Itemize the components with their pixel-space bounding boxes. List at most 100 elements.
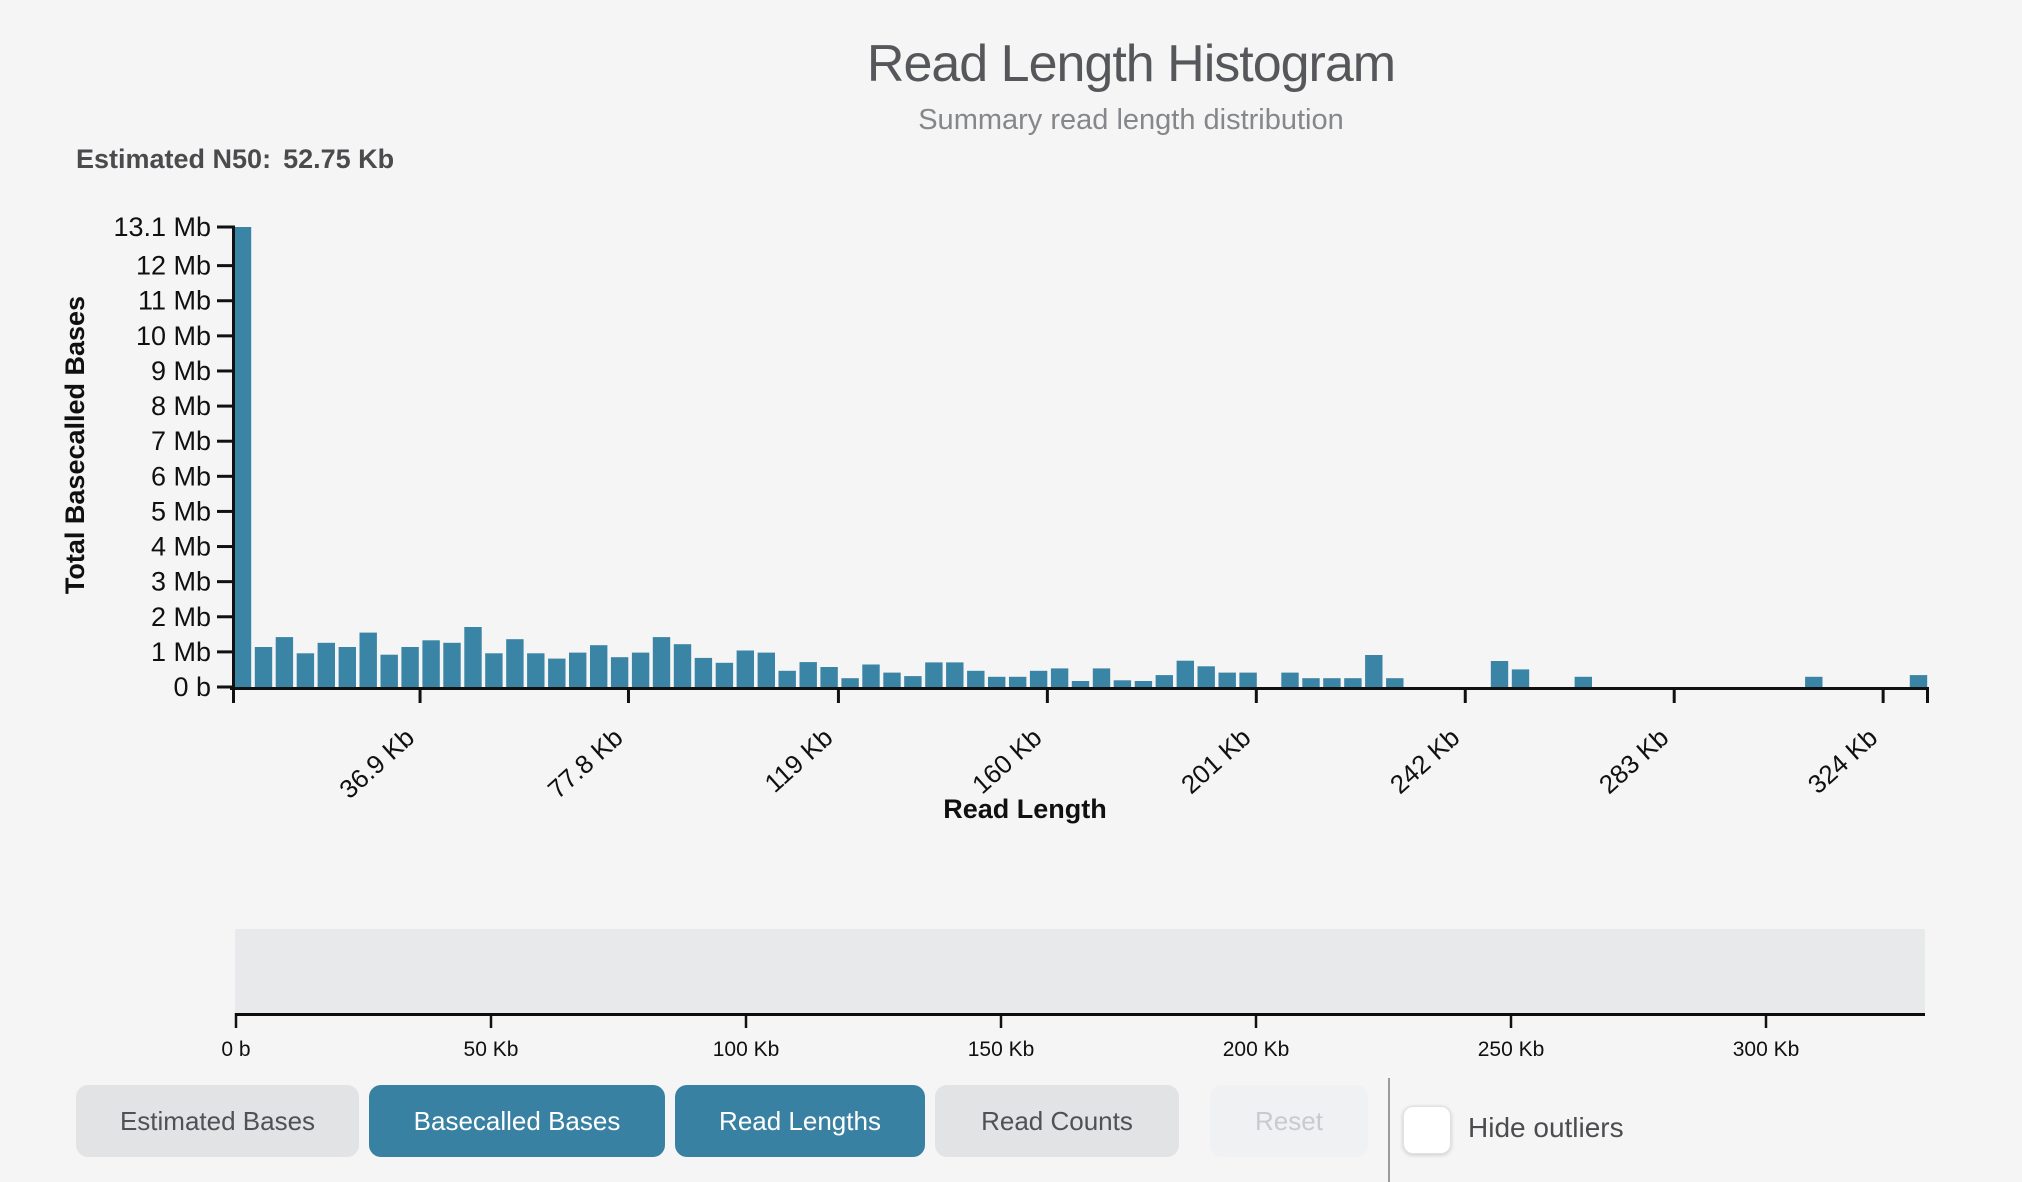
histogram-bar xyxy=(359,632,377,687)
histogram-bar xyxy=(841,678,859,687)
x-tick-label: 283 Kb xyxy=(1593,722,1674,799)
histogram-bar xyxy=(485,653,503,687)
page-title: Read Length Histogram xyxy=(866,35,1396,93)
slider-tick-label: 200 Kb xyxy=(1223,1038,1290,1061)
histogram-bar xyxy=(1909,675,1928,687)
histogram-bar xyxy=(799,662,817,687)
histogram-bar xyxy=(1239,672,1257,687)
slider-tick-label: 100 Kb xyxy=(713,1038,780,1061)
histogram-bar xyxy=(1155,675,1173,687)
histogram-bar xyxy=(1113,680,1132,687)
histogram-bar xyxy=(422,640,440,687)
histogram-bar xyxy=(317,642,335,687)
read-counts-button[interactable]: Read Counts xyxy=(935,1085,1179,1157)
histogram-bar xyxy=(296,653,315,687)
histogram-bar xyxy=(694,657,713,687)
estimated-n50: Estimated N50: 52.75 Kb xyxy=(76,144,394,175)
histogram-bar xyxy=(1134,681,1153,687)
y-tick-label: 6 Mb xyxy=(151,461,211,491)
x-tick-label: 201 Kb xyxy=(1175,722,1256,799)
histogram-bar xyxy=(254,647,273,687)
x-axis-title: Read Length xyxy=(943,794,1107,824)
histogram-bar xyxy=(1218,672,1236,687)
histogram-bar xyxy=(275,637,294,687)
slider-tick-label: 0 b xyxy=(221,1038,250,1061)
histogram-bar xyxy=(1092,668,1111,687)
y-tick-label: 12 Mb xyxy=(136,251,211,281)
y-tick-label: 9 Mb xyxy=(151,356,211,386)
y-tick-label: 1 Mb xyxy=(151,637,211,667)
histogram-bar xyxy=(1574,676,1592,687)
histogram-bar xyxy=(380,654,398,687)
histogram-bar xyxy=(736,650,754,687)
basecalled-bases-button[interactable]: Basecalled Bases xyxy=(369,1085,665,1157)
slider-tick-label: 300 Kb xyxy=(1733,1038,1800,1061)
histogram-bar xyxy=(904,676,922,687)
histogram-bar xyxy=(590,645,608,687)
y-tick-label: 4 Mb xyxy=(151,532,211,562)
y-tick-label: 11 Mb xyxy=(138,286,211,316)
histogram-bar xyxy=(673,644,692,687)
x-tick-label: 324 Kb xyxy=(1802,722,1883,799)
histogram-bar xyxy=(862,664,880,687)
page-subtitle: Summary read length distribution xyxy=(918,104,1344,136)
histogram-bar xyxy=(1365,655,1383,687)
estimated-n50-value: 52.75 Kb xyxy=(283,144,395,174)
histogram-bar xyxy=(1511,669,1530,687)
controls-divider xyxy=(1388,1078,1390,1182)
histogram-bar xyxy=(967,670,985,687)
histogram-bar xyxy=(338,647,356,687)
y-tick-label: 13.1 Mb xyxy=(113,212,211,242)
estimated-n50-label: Estimated N50: xyxy=(76,144,272,174)
estimated-bases-button[interactable]: Estimated Bases xyxy=(76,1085,359,1157)
histogram-bar xyxy=(569,652,587,687)
hide-outliers-label: Hide outliers xyxy=(1468,1112,1624,1143)
histogram-bar xyxy=(506,639,524,687)
y-tick-label: 8 Mb xyxy=(151,391,211,421)
reset-button[interactable]: Reset xyxy=(1210,1085,1368,1157)
histogram-bar xyxy=(1050,668,1069,687)
slider-tick-label: 150 Kb xyxy=(968,1038,1035,1061)
histogram-bar xyxy=(1805,676,1823,687)
x-tick-label: 77.8 Kb xyxy=(542,722,629,804)
y-tick-label: 10 Mb xyxy=(136,321,211,351)
histogram-bar xyxy=(1197,666,1215,687)
slider-tick-label: 250 Kb xyxy=(1478,1038,1545,1061)
x-tick-label: 242 Kb xyxy=(1384,722,1465,799)
histogram-bar xyxy=(1386,678,1404,687)
y-axis-title: Total Basecalled Bases xyxy=(60,296,90,594)
x-tick-label: 160 Kb xyxy=(966,722,1047,799)
histogram-bar xyxy=(988,676,1006,687)
x-tick-label: 119 Kb xyxy=(759,722,839,798)
histogram-bar xyxy=(464,627,482,687)
histogram-bar xyxy=(778,670,796,687)
y-tick-label: 2 Mb xyxy=(151,602,211,632)
histogram-bar xyxy=(401,647,419,687)
histogram-bar xyxy=(1323,678,1341,687)
hide-outliers-checkbox[interactable] xyxy=(1403,1106,1451,1154)
histogram-bar xyxy=(631,652,650,687)
histogram-bar xyxy=(652,637,671,687)
histogram-bar xyxy=(1281,672,1299,687)
histogram-bar xyxy=(925,662,943,687)
histogram-bar xyxy=(1344,678,1362,687)
x-tick-label: 36.9 Kb xyxy=(333,722,420,804)
histogram-bar xyxy=(1302,678,1320,687)
histogram-bar xyxy=(715,662,734,687)
y-tick-label: 7 Mb xyxy=(151,426,211,456)
slider-tick-label: 50 Kb xyxy=(464,1038,519,1061)
histogram-bar xyxy=(1009,676,1027,687)
read-lengths-button[interactable]: Read Lengths xyxy=(675,1085,925,1157)
histogram-bar xyxy=(548,658,566,687)
histogram-bar xyxy=(233,227,252,687)
histogram-bar xyxy=(883,672,901,687)
histogram-bar xyxy=(946,662,964,687)
histogram-bar xyxy=(1176,660,1194,687)
range-slider-track[interactable] xyxy=(235,929,1925,1016)
y-tick-label: 3 Mb xyxy=(151,567,211,597)
histogram-bar xyxy=(1490,661,1509,687)
histogram-bar xyxy=(610,657,629,687)
histogram-bar xyxy=(820,667,838,687)
histogram-bar xyxy=(527,653,545,687)
